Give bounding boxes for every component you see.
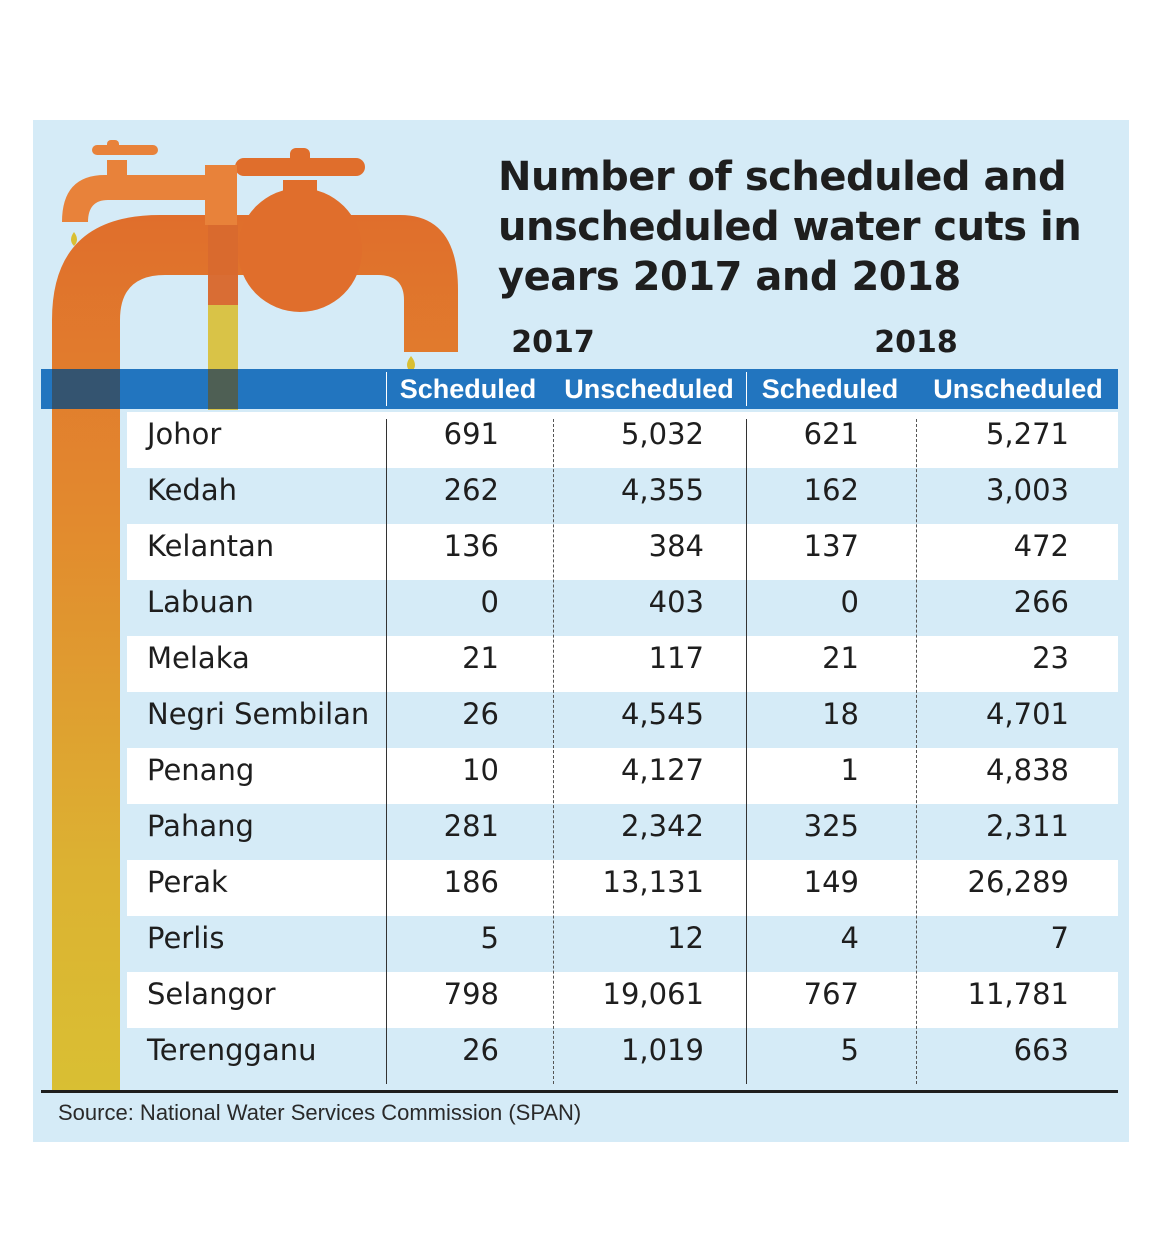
state-name: Terengganu [147,1033,317,1067]
cell-2017-scheduled: 26 [462,697,499,731]
state-name: Kelantan [147,529,275,563]
cell-2017-unscheduled: 5,032 [620,417,704,451]
state-name: Perak [147,865,228,899]
cell-2018-unscheduled: 7 [1050,921,1069,955]
cell-2017-scheduled: 5 [480,921,499,955]
cell-2018-unscheduled: 266 [1013,585,1069,619]
cell-2017-scheduled: 281 [443,809,499,843]
cell-2018-scheduled: 325 [803,809,859,843]
state-name: Selangor [147,977,276,1011]
cell-2017-scheduled: 262 [443,473,499,507]
cell-2018-scheduled: 137 [803,529,859,563]
cell-2018-unscheduled: 5,271 [985,417,1069,451]
water-drop-icon [407,356,415,372]
cell-2018-unscheduled: 3,003 [985,473,1069,507]
state-name: Pahang [147,809,254,843]
state-name: Negri Sembilan [147,697,370,731]
bottom-rule [41,1090,1118,1093]
cell-2017-unscheduled: 1,019 [620,1033,704,1067]
cell-2017-unscheduled: 19,061 [602,977,704,1011]
cell-2017-unscheduled: 4,545 [620,697,704,731]
column-header-2017-scheduled: Scheduled [399,374,537,404]
header-divider [386,372,387,406]
cell-2018-scheduled: 767 [803,977,859,1011]
state-name: Johor [147,417,222,451]
table-row: Johor 691 5,032 621 5,271 [127,412,1118,468]
table-row: Kelantan 136 384 137 472 [127,524,1118,580]
table-row: Melaka 21 117 21 23 [127,636,1118,692]
cell-2017-unscheduled: 117 [648,641,704,675]
header-divider [746,372,747,406]
chart-title: Number of scheduled and unscheduled wate… [498,154,1082,300]
table-row: Pahang 281 2,342 325 2,311 [127,804,1118,860]
table-row: Penang 10 4,127 1 4,838 [127,748,1118,804]
cell-2017-scheduled: 798 [443,977,499,1011]
source-note: Source: National Water Services Commissi… [58,1100,582,1125]
faucet-icon [52,215,458,1090]
cell-2017-unscheduled: 13,131 [602,865,704,899]
cell-2018-unscheduled: 23 [1032,641,1069,675]
cell-2017-unscheduled: 4,355 [620,473,704,507]
year-label-2018: 2018 [874,325,958,360]
cell-2017-scheduled: 10 [462,753,499,787]
state-name: Kedah [147,473,237,507]
table-row: Negri Sembilan 26 4,545 18 4,701 [127,692,1118,748]
table-row: Labuan 0 403 0 266 [127,580,1118,636]
water-drop-icon [71,232,77,246]
cell-2018-unscheduled: 26,289 [967,865,1069,899]
cell-2018-unscheduled: 11,781 [967,977,1069,1011]
pipe-overlay [52,369,238,409]
state-name: Melaka [147,641,250,675]
cell-2018-unscheduled: 663 [1013,1033,1069,1067]
cell-2017-unscheduled: 384 [648,529,704,563]
cell-2018-scheduled: 18 [822,697,859,731]
table-row: Selangor 798 19,061 767 11,781 [127,972,1118,1028]
cell-2017-scheduled: 186 [443,865,499,899]
cell-2018-unscheduled: 472 [1013,529,1069,563]
cell-2018-unscheduled: 4,838 [985,753,1069,787]
table-row: Perlis 5 12 4 7 [127,916,1118,972]
cell-2018-scheduled: 5 [840,1033,859,1067]
cell-2018-scheduled: 4 [840,921,859,955]
column-header-2018-unscheduled: Unscheduled [933,374,1103,404]
table-row: Kedah 262 4,355 162 3,003 [127,468,1118,524]
cell-2018-scheduled: 1 [840,753,859,787]
cell-2017-scheduled: 0 [480,585,499,619]
state-name: Labuan [147,585,254,619]
cell-2017-scheduled: 26 [462,1033,499,1067]
cell-2017-scheduled: 21 [462,641,499,675]
column-divider [386,419,387,1084]
column-divider [916,419,917,1084]
cell-2018-scheduled: 621 [803,417,859,451]
column-divider [553,419,554,1084]
cell-2017-unscheduled: 403 [648,585,704,619]
cell-2017-unscheduled: 4,127 [620,753,704,787]
table-row: Perak 186 13,131 149 26,289 [127,860,1118,916]
cell-2018-scheduled: 21 [822,641,859,675]
state-name: Penang [147,753,255,787]
cell-2018-unscheduled: 4,701 [985,697,1069,731]
column-divider [746,419,747,1084]
cell-2018-scheduled: 0 [840,585,859,619]
cell-2017-scheduled: 136 [443,529,499,563]
column-header-2017-unscheduled: Unscheduled [564,374,734,404]
cell-2017-unscheduled: 12 [667,921,704,955]
cell-2018-scheduled: 149 [803,865,859,899]
cell-2017-unscheduled: 2,342 [620,809,704,843]
table-row: Terengganu 26 1,019 5 663 [127,1028,1118,1084]
cell-2018-scheduled: 162 [803,473,859,507]
column-header-2018-scheduled: Scheduled [761,374,899,404]
year-label-2017: 2017 [511,325,595,360]
cell-2017-scheduled: 691 [443,417,499,451]
state-name: Perlis [147,921,225,955]
cell-2018-unscheduled: 2,311 [985,809,1069,843]
